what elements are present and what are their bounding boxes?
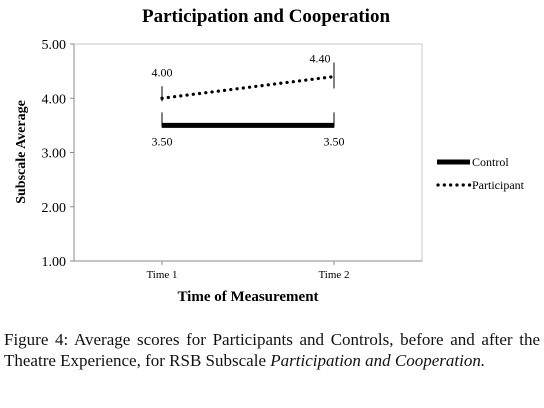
error-bars xyxy=(161,62,335,128)
x-tick-label: Time 1 xyxy=(146,269,177,281)
y-tick-label: 3.00 xyxy=(42,147,67,162)
chart-title: Participation and Cooperation xyxy=(142,6,390,27)
point-labels: 3.50 3.50 4.00 4.40 xyxy=(152,52,345,149)
y-tick-label: 4.00 xyxy=(42,92,67,107)
data-label: 4.00 xyxy=(152,65,173,79)
series-layer xyxy=(160,74,336,128)
plot-frame xyxy=(73,43,423,262)
y-tick-label: 2.00 xyxy=(42,201,67,216)
y-ticks: 1.00 2.00 3.00 4.00 5.00 xyxy=(42,38,74,270)
caption-label: Figure 4: xyxy=(4,330,69,349)
data-label: 3.50 xyxy=(152,134,173,148)
legend-label: Participant xyxy=(472,178,525,192)
y-axis-label: Subscale Average xyxy=(14,100,29,204)
x-ticks: Time 1 Time 2 xyxy=(146,261,350,281)
x-tick-label: Time 2 xyxy=(318,269,349,281)
y-tick-label: 1.00 xyxy=(42,255,67,270)
figure-caption: Figure 4: Average scores for Participant… xyxy=(4,329,540,371)
legend: Control Participant xyxy=(436,155,525,192)
data-label: 4.40 xyxy=(310,52,331,66)
caption-text: Average scores for Participants and Cont… xyxy=(4,330,540,370)
series-line-participant xyxy=(160,74,336,100)
x-axis-label: Time of Measurement xyxy=(177,289,318,305)
y-tick-label: 5.00 xyxy=(42,38,67,53)
legend-label: Control xyxy=(472,155,509,169)
data-label: 3.50 xyxy=(324,134,345,148)
line-chart: Participation and Cooperation Subscale A… xyxy=(14,6,525,305)
caption-italic-text: Participation and Cooperation. xyxy=(270,351,486,370)
